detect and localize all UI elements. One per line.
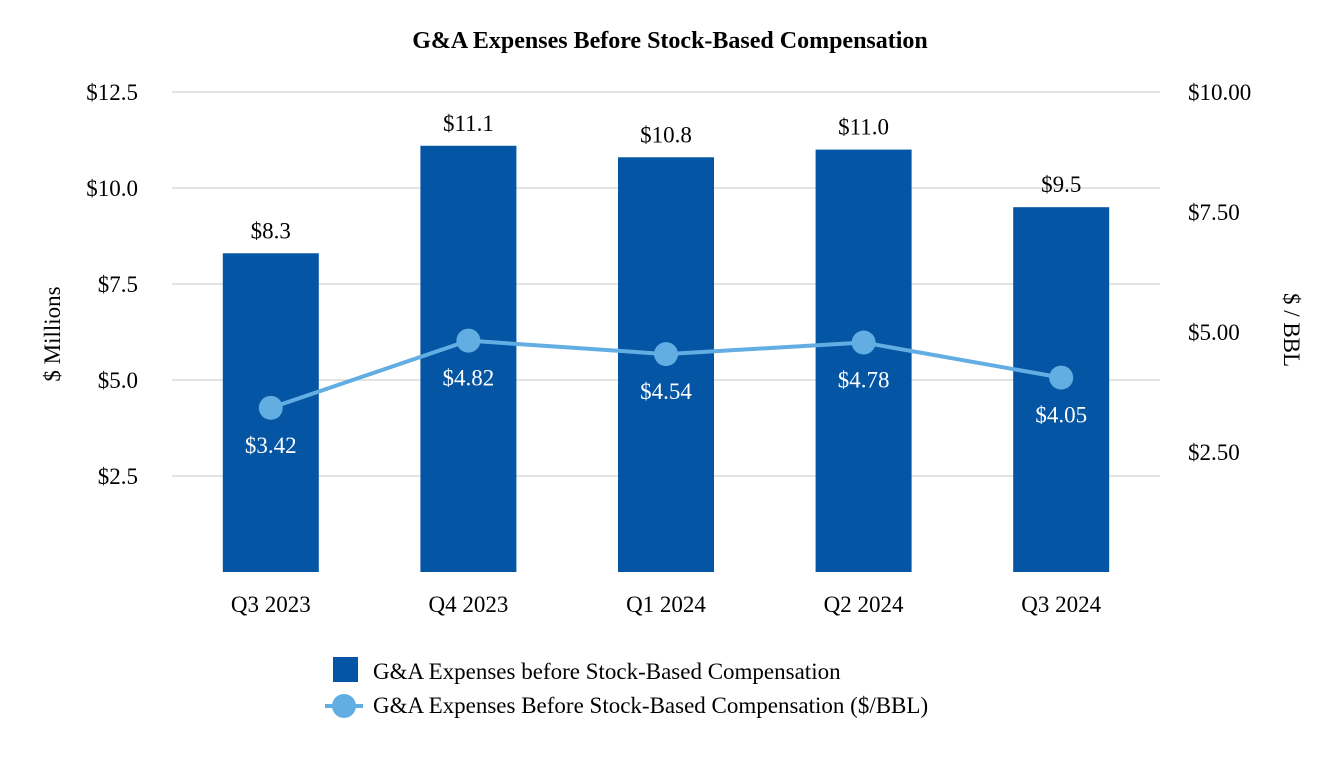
left-tick-label: $7.5 [98, 272, 138, 297]
left-tick-label: $5.0 [98, 368, 138, 393]
right-tick-label: $5.00 [1188, 320, 1240, 345]
line-point [654, 342, 678, 367]
line-point [1049, 365, 1074, 390]
line-data-label: $4.78 [838, 368, 890, 393]
bar-data-label: $10.8 [640, 122, 692, 147]
bar [815, 149, 912, 572]
line-point [851, 330, 876, 355]
bar-data-label: $11.0 [838, 115, 889, 140]
legend-bar-label: G&A Expenses before Stock-Based Compensa… [373, 659, 841, 684]
category-label: Q1 2024 [626, 592, 706, 617]
legend-bar-swatch [333, 657, 358, 682]
right-axis-ticks: $2.50 $5.00 $7.50 $10.00 [1188, 80, 1251, 465]
left-axis-ticks: $2.5 $5.0 $7.5 $10.0 $12.5 [86, 80, 138, 489]
bar-data-label: $8.3 [251, 218, 291, 243]
left-tick-label: $2.5 [98, 464, 138, 489]
legend: G&A Expenses before Stock-Based Compensa… [325, 657, 928, 718]
legend-line-label: G&A Expenses Before Stock-Based Compensa… [373, 693, 928, 718]
chart-title: G&A Expenses Before Stock-Based Compensa… [412, 28, 928, 54]
line-data-label: $4.82 [443, 366, 495, 391]
left-tick-label: $12.5 [86, 80, 138, 105]
bar-data-label: $11.1 [443, 111, 494, 136]
right-tick-label: $7.50 [1188, 200, 1240, 225]
category-axis-labels: Q3 2023 Q4 2023 Q1 2024 Q2 2024 Q3 2024 [231, 592, 1102, 617]
line-series [258, 328, 1074, 420]
category-label: Q3 2024 [1021, 592, 1101, 617]
right-axis-label: $ / BBL [1279, 293, 1304, 367]
line-point [456, 328, 481, 353]
bar-data-label: $9.5 [1041, 172, 1081, 197]
line-data-label: $4.54 [640, 379, 692, 404]
right-tick-label: $2.50 [1188, 440, 1240, 465]
legend-line-marker [332, 694, 356, 718]
left-axis-label: $ Millions [40, 286, 65, 381]
category-label: Q3 2023 [231, 592, 311, 617]
line-point [258, 395, 283, 420]
bar-data-labels: $8.3 $11.1 $10.8 $11.0 $9.5 [251, 111, 1082, 244]
bar [420, 145, 517, 572]
line-data-labels: $3.42 $4.82 $4.54 $4.78 $4.05 [245, 366, 1087, 458]
line-data-label: $4.05 [1035, 403, 1087, 428]
line-data-label: $3.42 [245, 433, 297, 458]
category-label: Q2 2024 [824, 592, 904, 617]
category-label: Q4 2023 [428, 592, 508, 617]
left-tick-label: $10.0 [86, 176, 138, 201]
right-tick-label: $10.00 [1188, 80, 1251, 105]
